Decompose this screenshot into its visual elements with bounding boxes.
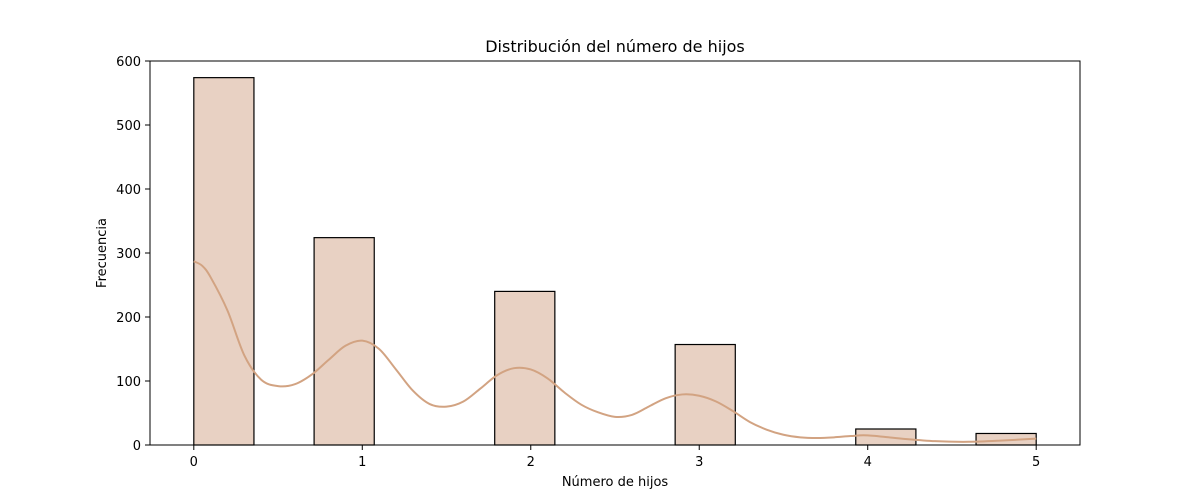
y-tick-label: 500 [116,119,141,134]
y-tick-label: 0 [133,439,141,454]
y-axis-label: Frecuencia [95,218,110,288]
plot-frame [149,60,1081,446]
chart-title: Distribución del número de hijos [485,37,745,56]
y-tick-label: 100 [116,375,141,390]
y-tick-label: 300 [116,247,141,262]
histogram-bar [193,77,255,446]
kde-layer [193,260,1037,443]
x-tick-label: 0 [190,455,198,470]
axes-layer: 0 1 2 3 4 5 0 100 200 300 400 500 600 [116,55,1081,470]
kde-line [193,260,1037,443]
x-axis-label: Número de hijos [562,475,669,490]
x-tick-label: 3 [695,455,703,470]
x-tick-label: 1 [358,455,366,470]
y-tick-label: 600 [116,55,141,70]
bars-layer [193,77,1037,446]
x-tick-label: 2 [527,455,535,470]
y-tick-label: 400 [116,183,141,198]
y-tick-label: 200 [116,311,141,326]
x-tick-label: 4 [864,455,872,470]
x-tick-label: 5 [1032,455,1040,470]
